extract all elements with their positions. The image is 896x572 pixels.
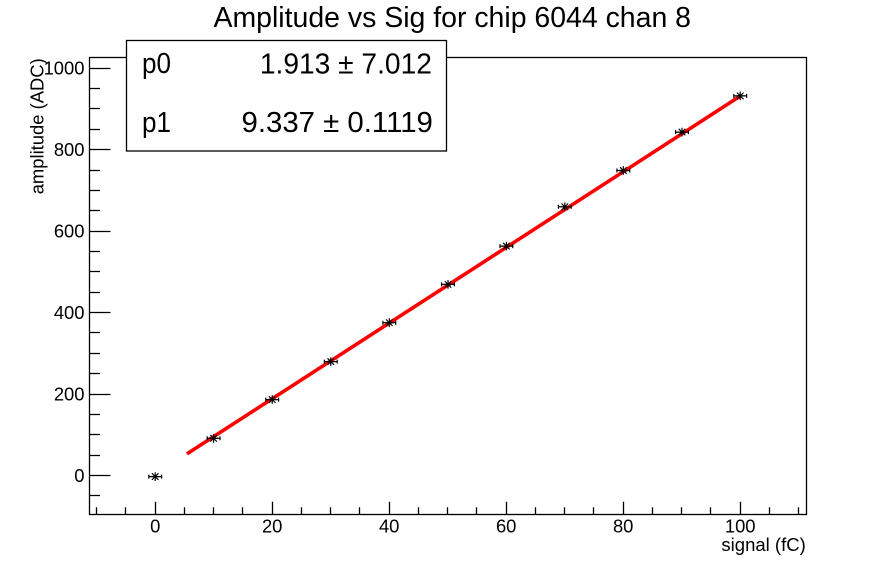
svg-text:signal (fC): signal (fC) (721, 534, 805, 555)
svg-text:1.913 ± 7.012: 1.913 ± 7.012 (260, 48, 432, 80)
svg-text:60: 60 (496, 516, 516, 537)
svg-text:1000: 1000 (44, 58, 85, 79)
svg-text:0: 0 (74, 465, 84, 486)
svg-text:600: 600 (54, 220, 85, 241)
svg-text:200: 200 (54, 383, 85, 404)
svg-text:100: 100 (725, 516, 756, 537)
svg-text:9.337 ± 0.1119: 9.337 ± 0.1119 (242, 107, 433, 139)
svg-text:40: 40 (379, 516, 399, 537)
svg-text:p0: p0 (142, 48, 171, 80)
svg-text:800: 800 (54, 139, 85, 160)
svg-text:Amplitude vs Sig for chip 6044: Amplitude vs Sig for chip 6044 chan 8 (214, 2, 692, 34)
svg-text:400: 400 (54, 302, 85, 323)
svg-text:0: 0 (150, 516, 160, 537)
svg-text:80: 80 (613, 516, 633, 537)
svg-text:20: 20 (262, 516, 282, 537)
svg-text:amplitude (ADC): amplitude (ADC) (27, 58, 48, 194)
svg-text:p1: p1 (142, 107, 171, 139)
